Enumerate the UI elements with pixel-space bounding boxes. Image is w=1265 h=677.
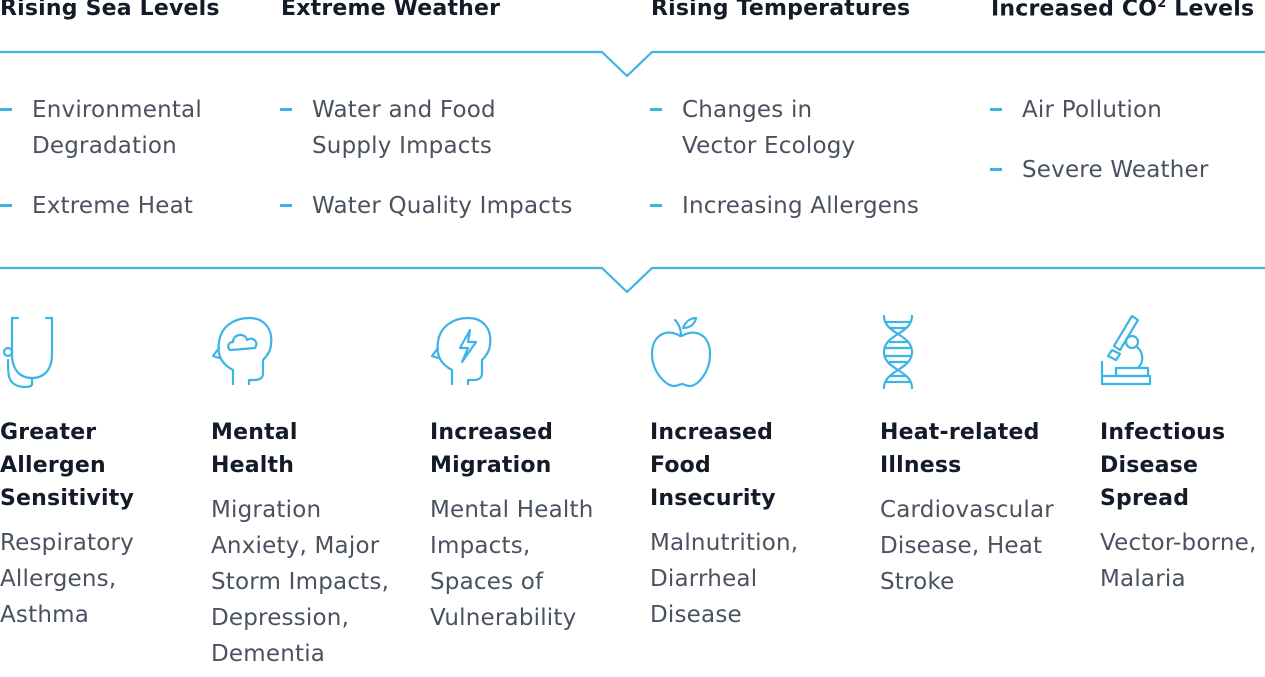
head-lightning-icon bbox=[430, 316, 492, 386]
bullet-text: Extreme Heat bbox=[32, 193, 194, 219]
dash-icon bbox=[0, 108, 12, 111]
bullet-item: Severe Weather bbox=[990, 152, 1209, 188]
dna-icon bbox=[882, 314, 914, 390]
header-increased-co2: Increased CO2 Levels bbox=[991, 0, 1254, 21]
header-text: Rising Temperatures bbox=[651, 0, 911, 21]
bullet-text: Air Pollution bbox=[1022, 97, 1163, 123]
impact-title: Greater Allergen Sensitivity bbox=[0, 420, 135, 511]
header-superscript: 2 bbox=[1157, 0, 1167, 11]
bullet-item: Changes in Vector Ecology bbox=[650, 92, 919, 164]
bullet-item: Water and Food Supply Impacts bbox=[280, 92, 573, 164]
divider-arrow-bottom bbox=[0, 266, 1265, 294]
impact-title: Infectious Disease Spread bbox=[1100, 420, 1226, 511]
divider-arrow-top bbox=[0, 50, 1265, 78]
dash-icon bbox=[650, 204, 662, 207]
impact-food-insecurity: Increased Food Insecurity Malnutrition, … bbox=[650, 314, 798, 633]
header-rising-temperatures: Rising Temperatures bbox=[651, 0, 910, 21]
bullet-text: Water Quality Impacts bbox=[312, 193, 573, 219]
bullet-item: Water Quality Impacts bbox=[280, 188, 573, 224]
impact-description: Mental Health Impacts, Spaces of Vulnera… bbox=[430, 497, 594, 631]
impact-heat-related-illness: Heat-related Illness Cardiovascular Dise… bbox=[880, 314, 1054, 600]
bullet-text: Increasing Allergens bbox=[682, 193, 920, 219]
impact-description: Migration Anxiety, Major Storm Impacts, … bbox=[211, 497, 390, 667]
header-extreme-weather: Extreme Weather bbox=[281, 0, 500, 21]
dash-icon bbox=[280, 108, 292, 111]
impact-increased-migration: Increased Migration Mental Health Impact… bbox=[430, 314, 594, 636]
bullet-item: Increasing Allergens bbox=[650, 188, 919, 224]
bullet-text: Severe Weather bbox=[1022, 157, 1209, 183]
impact-description: Vector-borne, Malaria bbox=[1100, 530, 1257, 592]
header-text: Increased CO bbox=[991, 0, 1158, 22]
impact-infectious-disease: Infectious Disease Spread Vector-borne, … bbox=[1100, 314, 1256, 597]
bullet-column-4: Air Pollution Severe Weather bbox=[990, 92, 1209, 212]
dash-icon bbox=[650, 108, 662, 111]
impact-title: Heat-related Illness bbox=[880, 420, 1040, 478]
dash-icon bbox=[990, 168, 1002, 171]
microscope-icon bbox=[1100, 314, 1152, 386]
stethoscope-icon bbox=[2, 316, 54, 389]
impact-description: Respiratory Allergens, Asthma bbox=[0, 530, 134, 628]
dash-icon bbox=[280, 204, 292, 207]
impact-mental-health: Mental Health Migration Anxiety, Major S… bbox=[211, 314, 389, 672]
header-text: Rising Sea Levels bbox=[0, 0, 220, 21]
bullet-item: Environmental Degradation bbox=[0, 92, 202, 164]
header-rising-sea-levels: Rising Sea Levels bbox=[0, 0, 220, 21]
impact-title: Mental Health bbox=[211, 420, 298, 478]
apple-icon bbox=[650, 316, 712, 388]
bullet-text: Water and Food Supply Impacts bbox=[312, 97, 496, 159]
head-cloud-icon bbox=[211, 316, 273, 386]
bullet-item: Air Pollution bbox=[990, 92, 1209, 128]
impact-description: Cardiovascular Disease, Heat Stroke bbox=[880, 497, 1054, 595]
bullet-column-3: Changes in Vector Ecology Increasing All… bbox=[650, 92, 919, 248]
impact-allergen-sensitivity: Greater Allergen Sensitivity Respiratory… bbox=[0, 314, 134, 633]
bullet-text: Environmental Degradation bbox=[32, 97, 202, 159]
impact-title: Increased Food Insecurity bbox=[650, 420, 776, 511]
impact-description: Malnutrition, Diarrheal Disease bbox=[650, 530, 799, 628]
impact-title: Increased Migration bbox=[430, 420, 554, 478]
bullet-item: Extreme Heat bbox=[0, 188, 202, 224]
bullet-column-2: Water and Food Supply Impacts Water Qual… bbox=[280, 92, 573, 248]
dash-icon bbox=[0, 204, 12, 207]
header-text: Extreme Weather bbox=[281, 0, 501, 21]
bullet-text: Changes in Vector Ecology bbox=[682, 97, 856, 159]
bullet-column-1: Environmental Degradation Extreme Heat bbox=[0, 92, 202, 248]
dash-icon bbox=[990, 108, 1002, 111]
header-text-suffix: Levels bbox=[1166, 0, 1255, 22]
